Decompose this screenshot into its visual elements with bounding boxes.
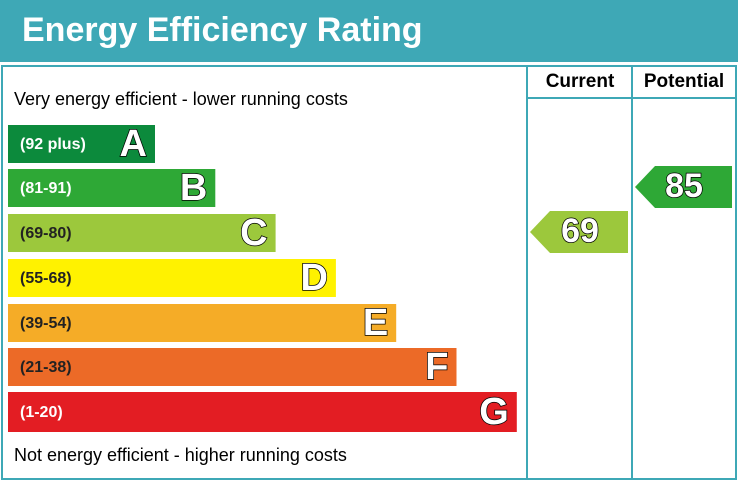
- current-score: 69: [561, 212, 599, 250]
- band-letter: A: [120, 123, 147, 165]
- band-bar: [8, 348, 457, 386]
- band-letter: B: [180, 167, 207, 209]
- band-bar: [8, 214, 276, 252]
- band-bar: [8, 304, 397, 342]
- potential-score: 85: [665, 167, 703, 205]
- band-range: (55-68): [20, 270, 72, 287]
- title-bar: [0, 0, 738, 62]
- band-letter: D: [300, 257, 327, 299]
- potential-arrow: [635, 166, 732, 208]
- band-range: (92 plus): [20, 136, 86, 153]
- current-arrow: [530, 211, 628, 253]
- band-letter: F: [425, 346, 448, 388]
- band-letter: G: [479, 391, 509, 433]
- frame: [1, 65, 737, 480]
- bottom-note: Not energy efficient - higher running co…: [14, 445, 347, 465]
- top-note: Very energy efficient - lower running co…: [14, 89, 348, 109]
- band-letter: C: [240, 212, 267, 254]
- band-bar: [8, 392, 517, 432]
- column-header: Potential: [644, 71, 724, 92]
- band-range: (21-38): [20, 359, 72, 376]
- band-range: (1-20): [20, 404, 63, 421]
- band-range: (69-80): [20, 225, 72, 242]
- band-letter: E: [363, 302, 388, 344]
- band-bar: [8, 169, 216, 207]
- column-header: Current: [546, 71, 615, 92]
- band-range: (81-91): [20, 180, 72, 197]
- band-range: (39-54): [20, 315, 72, 332]
- band-bar: [8, 125, 155, 163]
- band-bar: [8, 259, 336, 297]
- title: Energy Efficiency Rating: [22, 11, 423, 49]
